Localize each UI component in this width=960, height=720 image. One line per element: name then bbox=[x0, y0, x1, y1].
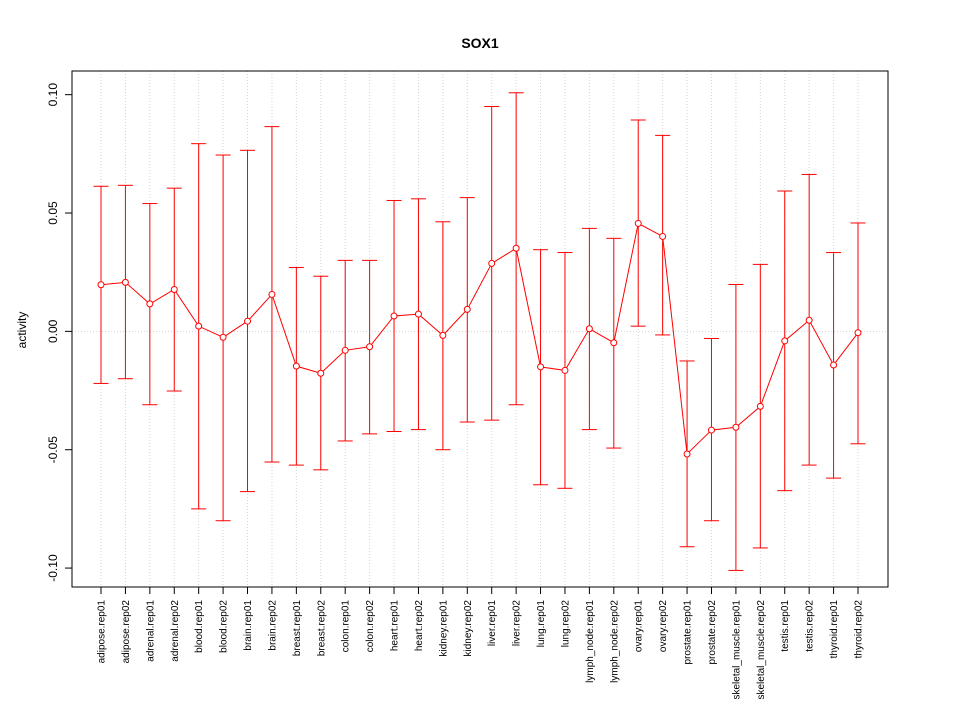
x-tick-label: adipose.rep01 bbox=[97, 600, 108, 664]
x-tick-label: heart.rep01 bbox=[390, 600, 401, 652]
data-point bbox=[488, 259, 496, 267]
x-tick-label: testis.rep02 bbox=[805, 600, 816, 652]
y-tick-label: -0.10 bbox=[46, 554, 60, 582]
x-tick-label: thyroid.rep02 bbox=[854, 600, 865, 659]
x-tick-label: lymph_node.rep01 bbox=[585, 600, 596, 683]
x-tick-label: blood.rep02 bbox=[219, 600, 230, 653]
data-point bbox=[781, 337, 789, 345]
data-point bbox=[244, 317, 252, 325]
x-tick-label: prostate.rep02 bbox=[707, 600, 718, 665]
data-point bbox=[830, 361, 838, 369]
x-tick-label: testis.rep01 bbox=[780, 600, 791, 652]
data-point bbox=[634, 219, 642, 227]
data-point bbox=[341, 346, 349, 354]
x-tick-label: colon.rep02 bbox=[365, 600, 376, 653]
x-tick-label: lung.rep02 bbox=[560, 600, 571, 648]
x-tick-label: kidney.rep01 bbox=[438, 600, 449, 657]
data-point bbox=[659, 232, 667, 240]
x-tick-label: skeletal_muscle.rep01 bbox=[731, 600, 742, 700]
x-axis: adipose.rep01 adipose.rep02 adrenal.rep01 a… bbox=[97, 587, 865, 700]
x-tick-label: breast.rep01 bbox=[292, 600, 303, 657]
data-point bbox=[390, 312, 398, 320]
data-point bbox=[537, 363, 545, 371]
data-point bbox=[756, 402, 764, 410]
data-point bbox=[805, 316, 813, 324]
x-tick-label: prostate.rep01 bbox=[683, 600, 694, 665]
x-tick-label: adipose.rep02 bbox=[121, 600, 132, 664]
data-point bbox=[146, 300, 154, 308]
y-axis: 0.10 0.05 0.00 -0.05 -0.10 bbox=[46, 83, 72, 582]
y-tick-label: 0.00 bbox=[46, 319, 60, 343]
data-point bbox=[854, 329, 862, 337]
data-point bbox=[732, 423, 740, 431]
series bbox=[93, 92, 866, 571]
grid bbox=[72, 71, 888, 587]
data-point bbox=[683, 450, 691, 458]
y-tick-label: -0.05 bbox=[46, 436, 60, 464]
x-tick-label: ovary.rep01 bbox=[634, 600, 645, 653]
x-tick-label: adrenal.rep01 bbox=[145, 600, 156, 662]
x-tick-label: skeletal_muscle.rep02 bbox=[756, 600, 767, 700]
data-point bbox=[219, 333, 227, 341]
data-point bbox=[707, 426, 715, 434]
x-tick-label: liver.rep02 bbox=[512, 600, 523, 647]
data-point bbox=[121, 278, 129, 286]
data-point bbox=[585, 325, 593, 333]
x-tick-label: blood.rep01 bbox=[194, 600, 205, 653]
x-tick-label: kidney.rep02 bbox=[463, 600, 474, 657]
x-tick-label: colon.rep01 bbox=[341, 600, 352, 653]
data-point bbox=[561, 366, 569, 374]
plot-frame bbox=[71, 70, 889, 588]
x-tick-label: heart.rep02 bbox=[414, 600, 425, 652]
x-tick-label: thyroid.rep01 bbox=[829, 600, 840, 659]
data-point bbox=[439, 331, 447, 339]
data-point bbox=[292, 362, 300, 370]
y-tick-label: 0.05 bbox=[46, 201, 60, 225]
x-tick-label: brain.rep01 bbox=[243, 600, 254, 651]
data-point bbox=[512, 244, 520, 252]
x-tick-label: brain.rep02 bbox=[267, 600, 278, 651]
x-tick-label: liver.rep01 bbox=[487, 600, 498, 647]
data-point bbox=[195, 322, 203, 330]
data-point bbox=[268, 290, 276, 298]
y-tick-label: 0.10 bbox=[46, 83, 60, 107]
chart-title: SOX1 bbox=[461, 35, 499, 51]
x-tick-label: breast.rep02 bbox=[316, 600, 327, 657]
data-point bbox=[97, 281, 105, 289]
data-point bbox=[317, 369, 325, 377]
x-tick-label: lymph_node.rep02 bbox=[609, 600, 620, 683]
x-tick-label: lung.rep01 bbox=[536, 600, 547, 648]
data-point bbox=[463, 305, 471, 313]
data-point bbox=[414, 310, 422, 318]
data-point bbox=[170, 285, 178, 293]
data-point bbox=[610, 339, 618, 347]
x-tick-label: ovary.rep02 bbox=[658, 600, 669, 653]
y-axis-label: activity bbox=[15, 312, 29, 349]
data-point bbox=[366, 343, 374, 351]
x-tick-label: adrenal.rep02 bbox=[170, 600, 181, 662]
series-line bbox=[100, 222, 859, 456]
